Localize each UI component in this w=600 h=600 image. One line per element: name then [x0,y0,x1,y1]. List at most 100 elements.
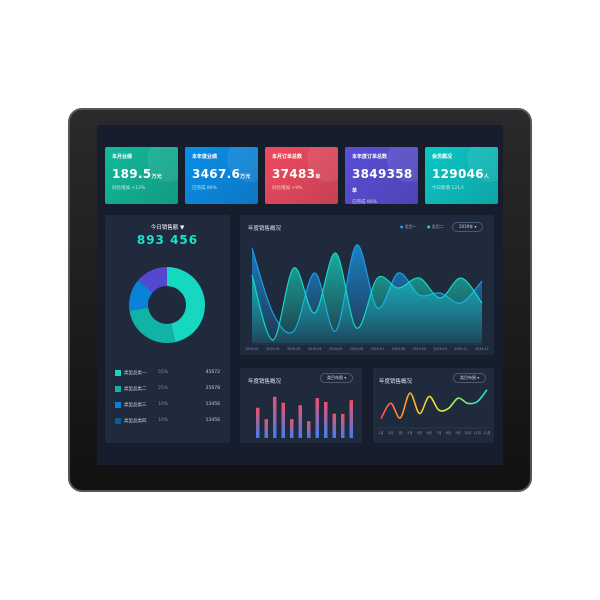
legend-pct: 25% [158,386,169,391]
kpi-number: 3467.6 [192,167,241,181]
x-tick-label: 2月 [388,431,393,435]
x-tick-label: 2019-11 [454,347,467,351]
bar[interactable] [256,407,260,438]
legend-count: 45672 [205,370,220,375]
kpi-sub: 同比增加 +12% [112,186,146,191]
x-tick-label: 2019-04 [308,347,321,351]
category-dropdown[interactable]: 类目布图 ▾ [320,373,354,383]
x-tick-label: 3月 [398,431,403,435]
bar[interactable] [298,405,303,438]
legend-item: 类型品类四 10% 13456 [115,418,220,426]
kpi-sub: 同比增加 +9% [272,186,303,191]
kpi-sub: 已完成 90% [352,200,377,204]
dropdown-label: 类目布图 [327,375,343,380]
bar[interactable] [273,396,277,438]
x-tick-label: 6月 [427,431,432,435]
series-line [380,389,488,420]
kpi-title: 本月业绩 [112,154,133,160]
donut-slice[interactable] [129,280,153,311]
kpi-number: 189.5 [112,167,152,181]
today-sales-value: 893 456 [136,233,199,247]
bar[interactable] [349,400,354,438]
legend-count: 25678 [205,386,220,391]
kpi-card[interactable]: 本月业绩 189.5万元 同比增加 +12% [105,147,178,204]
legend-label: 类型二 [431,224,444,229]
legend-pct: 10% [158,402,169,407]
kpi-sub: 已完成 89% [192,186,217,191]
legend-label: 类型一 [404,224,417,229]
kpi-card[interactable]: 本月订单总数 37483单 同比增加 +9% [265,147,338,204]
x-tick-label: 2019-05 [329,347,342,351]
kpi-value: 129046人 [432,167,491,181]
donut-slice[interactable] [167,267,205,343]
dropdown-label: 2019年 [459,224,474,229]
legend-series-1: ● 类型一 [400,224,417,229]
panel-title: 年度销售概况 [379,379,413,385]
kpi-title: 本年度业绩 [192,154,218,160]
legend-name: 类型品类四 [124,419,147,424]
bar[interactable] [290,419,294,438]
kpi-value: 189.5万元 [112,167,171,181]
category-dropdown[interactable]: 类目布图 ▾ [453,373,487,383]
legend-name: 类型品类三 [124,403,147,408]
bar[interactable] [281,402,286,438]
kpi-unit: 单 [352,188,358,194]
kpi-unit: 人 [483,174,490,180]
legend-swatch [115,418,121,424]
today-sales-dropdown[interactable]: 今日销售额 ▼ [150,225,185,231]
kpi-title: 本月订单总数 [272,154,303,160]
kpi-value: 3849358 单 [352,167,413,195]
kpi-number: 3849358 [352,167,413,181]
dropdown-label: 类目布图 [460,375,476,380]
legend-item: 类型品类一 55% 45672 [115,370,220,378]
bar[interactable] [307,421,311,438]
bar[interactable] [324,401,328,438]
x-tick-label: 8月 [446,431,451,435]
donut-slice[interactable] [129,307,176,343]
x-tick-label: 4月 [407,431,412,435]
today-sales-panel: 今日销售额 ▼ 893 456 类型品类一 55% 45672 类型品类二 25% 256… [105,215,230,443]
x-tick-label: 2019-02 [266,347,279,351]
kpi-card[interactable]: 会员概况 129046人 今日新增 121人 [425,147,498,204]
legend-pct: 10% [158,418,169,423]
x-tick-label: 2019-08 [392,347,405,351]
x-tick-label: 11月 [474,431,481,435]
x-tick-label: 10月 [464,431,471,435]
bar-chart [256,396,354,438]
kpi-card[interactable]: 本年度订单总数 3849358 单 已完成 90% [345,147,418,204]
legend-count: 13456 [205,418,220,423]
x-tick-label: 2019-09 [413,347,426,351]
series-line [251,252,483,341]
panel-title: 年度销售概况 [248,379,282,385]
legend-name: 类型品类二 [124,387,147,392]
line-chart: 1月 2月 3月 4月 5月 6月 7月 8月 9月 10月 11月 12月 [377,389,491,435]
bar-panel: 年度销售概况 类目布图 ▾ [240,368,362,443]
area-chart: 2019-01 2019-02 2019-03 2019-04 2019-05 2019-… [245,244,489,351]
legend-item: 类型品类二 25% 25678 [115,386,220,394]
legend-swatch [115,386,121,392]
x-tick-label: 2019-03 [287,347,300,351]
donut-chart [129,267,205,343]
legend-item: 类型品类三 10% 13456 [115,402,220,410]
x-tick-label: 12月 [483,431,490,435]
x-tick-label: 1月 [378,431,383,435]
bar[interactable] [341,414,345,438]
kpi-card[interactable]: 本年度业绩 3467.6万元 已完成 89% [185,147,258,204]
bar[interactable] [332,413,337,438]
x-tick-label: 7月 [436,431,441,435]
kpi-unit: 单 [315,174,321,180]
kpi-number: 37483 [272,167,316,181]
bar[interactable] [264,419,269,438]
panel-title: 年度销售概况 [248,226,282,232]
x-tick-label: 2019-10 [434,347,447,351]
legend-pct: 55% [158,370,169,375]
kpi-value: 37483单 [272,167,331,181]
kpi-title: 本年度订单总数 [352,154,388,160]
kpi-unit: 万元 [151,174,163,180]
kpi-sub: 今日新增 121人 [432,186,465,191]
bar[interactable] [315,398,320,438]
year-dropdown[interactable]: 2019年 ▾ [452,222,484,232]
annual-sales-panel: 年度销售概况 ● 类型一 ● 类型二 2019年 ▾ 2019-01 2019-0… [240,215,494,355]
donut-slice[interactable] [138,267,167,293]
x-tick-label: 2019-01 [245,347,258,351]
